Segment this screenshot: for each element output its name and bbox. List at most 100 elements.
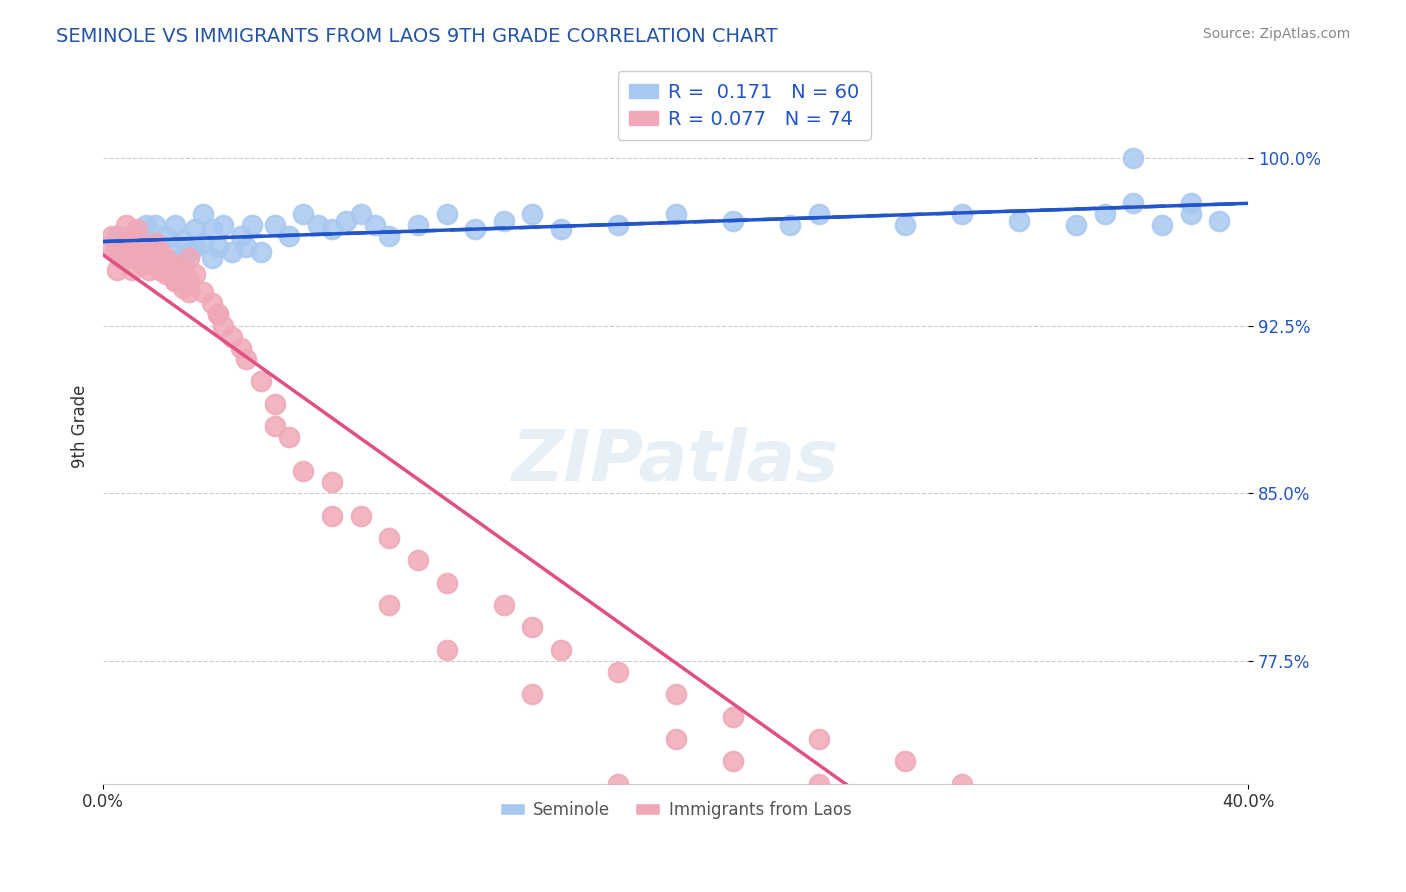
Point <box>163 274 186 288</box>
Point <box>807 777 830 791</box>
Point <box>177 285 200 299</box>
Point <box>321 475 343 489</box>
Point <box>100 229 122 244</box>
Point <box>807 207 830 221</box>
Point <box>155 252 177 266</box>
Point <box>172 280 194 294</box>
Point <box>492 598 515 612</box>
Point <box>263 397 285 411</box>
Point <box>235 240 257 254</box>
Legend: Seminole, Immigrants from Laos: Seminole, Immigrants from Laos <box>494 794 858 825</box>
Point <box>127 252 149 266</box>
Point <box>263 419 285 434</box>
Point <box>112 240 135 254</box>
Point <box>321 222 343 236</box>
Point <box>201 296 224 310</box>
Point <box>607 665 630 679</box>
Point <box>1180 195 1202 210</box>
Point <box>207 307 229 321</box>
Point <box>1122 151 1144 165</box>
Point <box>235 352 257 367</box>
Point <box>292 207 315 221</box>
Point <box>127 222 149 236</box>
Point <box>183 222 205 236</box>
Point <box>335 213 357 227</box>
Point <box>172 262 194 277</box>
Point <box>721 213 744 227</box>
Point <box>436 642 458 657</box>
Point <box>135 252 157 266</box>
Point <box>107 229 129 244</box>
Point <box>522 620 544 634</box>
Point <box>115 244 138 259</box>
Point <box>779 218 801 232</box>
Point <box>107 262 129 277</box>
Point <box>177 274 200 288</box>
Point <box>436 207 458 221</box>
Point <box>163 244 186 259</box>
Point <box>121 229 143 244</box>
Point <box>183 240 205 254</box>
Point <box>149 262 172 277</box>
Point <box>406 553 429 567</box>
Point <box>163 274 186 288</box>
Point <box>177 244 200 259</box>
Point <box>522 687 544 701</box>
Point <box>607 777 630 791</box>
Point <box>950 207 973 221</box>
Point <box>110 252 132 266</box>
Point <box>127 240 149 254</box>
Point <box>721 709 744 723</box>
Point <box>721 755 744 769</box>
Point <box>207 307 229 321</box>
Point <box>149 244 172 259</box>
Point <box>229 341 252 355</box>
Point <box>292 464 315 478</box>
Point <box>193 285 215 299</box>
Point <box>172 252 194 266</box>
Point <box>664 732 686 747</box>
Point <box>155 229 177 244</box>
Point <box>163 218 186 232</box>
Point <box>807 732 830 747</box>
Point <box>127 244 149 259</box>
Point <box>118 235 141 250</box>
Point <box>177 252 200 266</box>
Point <box>1208 213 1230 227</box>
Point <box>263 218 285 232</box>
Point <box>278 430 301 444</box>
Point <box>183 267 205 281</box>
Point <box>1122 195 1144 210</box>
Point <box>1094 207 1116 221</box>
Point <box>172 234 194 248</box>
Point <box>1180 844 1202 858</box>
Text: SEMINOLE VS IMMIGRANTS FROM LAOS 9TH GRADE CORRELATION CHART: SEMINOLE VS IMMIGRANTS FROM LAOS 9TH GRA… <box>56 27 778 45</box>
Text: Source: ZipAtlas.com: Source: ZipAtlas.com <box>1202 27 1350 41</box>
Point <box>378 531 401 545</box>
Point <box>207 240 229 254</box>
Point <box>893 218 915 232</box>
Point <box>115 218 138 232</box>
Point <box>135 252 157 266</box>
Point <box>155 252 177 266</box>
Point <box>550 642 572 657</box>
Point <box>221 244 243 259</box>
Point <box>893 755 915 769</box>
Point <box>1008 213 1031 227</box>
Point <box>143 252 166 266</box>
Point <box>321 508 343 523</box>
Point <box>155 267 177 281</box>
Point <box>229 229 252 244</box>
Point <box>193 207 215 221</box>
Point <box>378 598 401 612</box>
Point <box>149 262 172 277</box>
Point <box>221 329 243 343</box>
Point <box>132 258 155 272</box>
Point <box>278 229 301 244</box>
Point <box>1180 207 1202 221</box>
Point <box>115 252 138 266</box>
Point <box>121 262 143 277</box>
Point <box>103 244 125 259</box>
Point <box>121 244 143 259</box>
Point <box>143 218 166 232</box>
